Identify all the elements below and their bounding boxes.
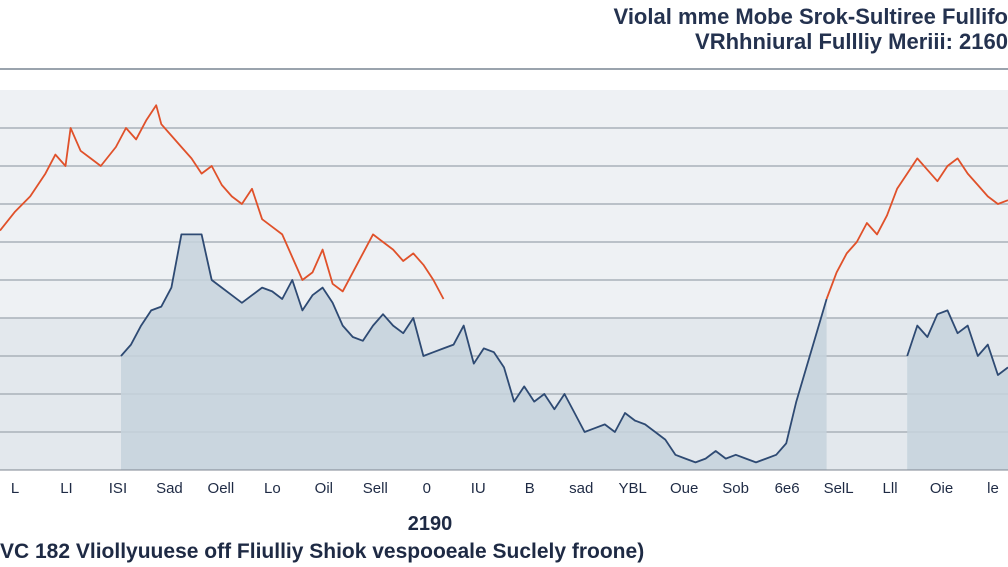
x-axis-label: 2190 <box>407 513 453 535</box>
title-block: Violal mme Mobe Srok-Sultiree Fullifo VR… <box>614 4 1008 55</box>
series-1-line-0 <box>120 233 828 464</box>
x-tick-label: Oue <box>670 480 698 497</box>
header-divider <box>0 68 1008 70</box>
x-tick-label: Sell <box>363 480 388 497</box>
x-tick-label: Oell <box>208 480 235 497</box>
series-0-line-0 <box>0 104 445 300</box>
series-0-line-1 <box>825 157 1008 300</box>
x-tick-label: YBL <box>619 480 647 497</box>
chart-title: Violal mme Mobe Srok-Sultiree Fullifo <box>613 4 1008 29</box>
x-tick-label: 0 <box>423 480 431 497</box>
x-tick-label: Lll <box>883 480 898 497</box>
x-tick-label: Sad <box>156 480 183 497</box>
x-tick-label: Sob <box>722 480 749 497</box>
x-tick-label: LI <box>60 480 73 497</box>
x-tick-label: 6e6 <box>775 480 800 497</box>
chart-subtitle: VRhhniural Fullliy Meriii: 2160 <box>695 29 1008 55</box>
series-1-line-1 <box>906 309 1008 376</box>
x-tick-label: sad <box>569 480 593 497</box>
x-tick-label: Oil <box>315 480 333 497</box>
x-tick-label: SelL <box>824 480 854 497</box>
chart-caption: VC 182 Vliollyuuese off Fliulliy Shiok v… <box>0 540 645 563</box>
x-tick-label: Oie <box>930 480 953 497</box>
x-tick-label: Lo <box>264 480 281 497</box>
x-tick-label: le <box>987 480 999 497</box>
x-tick-label: L <box>11 480 19 497</box>
x-tick-label: B <box>525 480 535 497</box>
x-tick-label: ISI <box>109 480 127 497</box>
series-1-area-0 <box>121 234 827 470</box>
series-1-area-1 <box>907 310 1008 470</box>
x-tick-label: IU <box>471 480 486 497</box>
